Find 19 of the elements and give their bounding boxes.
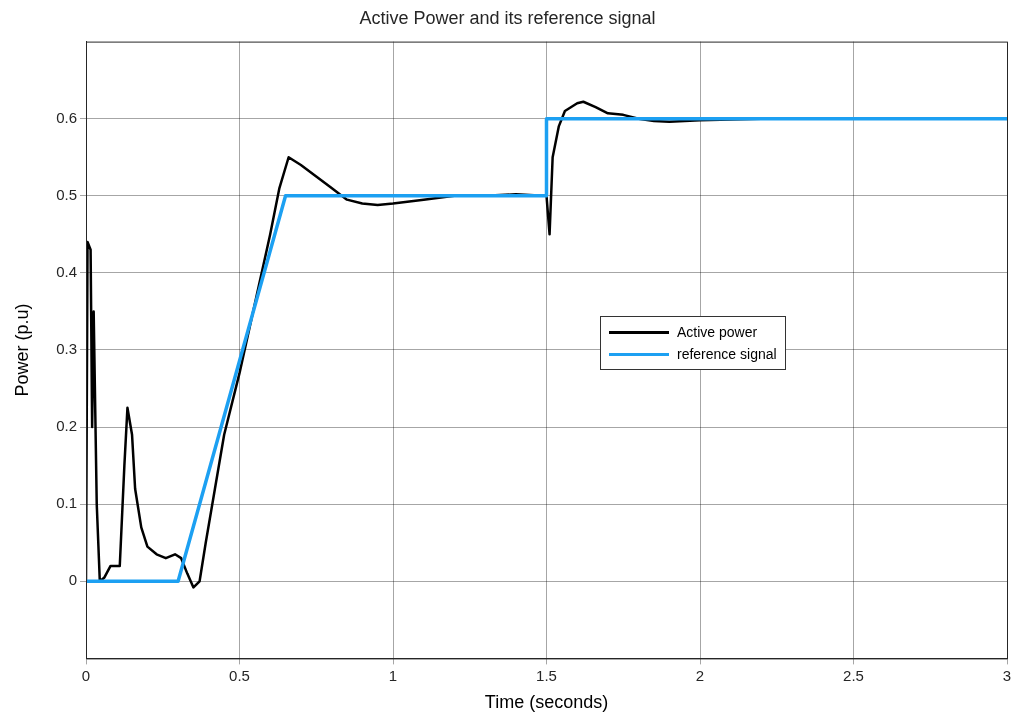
x-tick-label: 0.5 [229,666,250,684]
x-tick-label: 2 [695,666,705,684]
x-tick-label: 1 [388,666,398,684]
y-tick-label: 0 [68,571,77,589]
y-tick-label: 0.3 [56,340,77,358]
x-tick-label: 0 [81,666,91,684]
chart-title: Active Power and its reference signal [359,7,656,28]
y-tick-label: 0.4 [56,263,77,281]
x-tick-label: 1.5 [536,666,557,684]
x-tick-label: 3 [1002,666,1012,684]
y-tick-label: 0.5 [56,185,77,203]
y-tick-label: 0.6 [56,108,77,126]
y-axis-title: Power (p.u) [11,303,32,397]
x-tick-label: 2.5 [843,666,864,684]
y-tick-label: 0.1 [56,494,77,512]
x-axis-title: Time (seconds) [484,692,609,713]
y-tick-label: 0.2 [56,417,77,435]
legend-label: reference signal [677,346,777,362]
legend-label: Active power [677,324,758,340]
